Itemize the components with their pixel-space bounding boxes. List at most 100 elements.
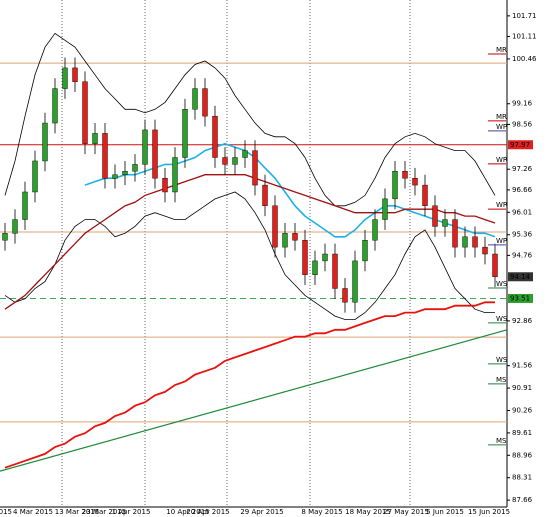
indicator-line bbox=[4, 32, 496, 207]
y-tick-label: 101.71 bbox=[512, 12, 537, 20]
candle-body bbox=[232, 157, 238, 165]
candle-body bbox=[362, 240, 368, 262]
price-box bbox=[508, 272, 533, 282]
candle-body bbox=[492, 253, 498, 277]
candle-body bbox=[412, 177, 418, 186]
candle-body bbox=[432, 205, 438, 227]
price-box bbox=[508, 293, 533, 303]
candle-body bbox=[192, 88, 198, 110]
x-tick-label: 1 Apr 2015 bbox=[112, 508, 151, 516]
period-separators bbox=[61, 0, 411, 507]
x-tick-label: 20 Apr 2015 bbox=[186, 508, 229, 516]
x-tick-label: 23 Mar 2015 bbox=[82, 508, 126, 516]
candle-body bbox=[12, 219, 18, 234]
candle-body bbox=[272, 205, 278, 248]
y-tick-label: 90.26 bbox=[512, 406, 533, 414]
candle-body bbox=[422, 184, 428, 206]
price-box-label: 97.97 bbox=[510, 141, 530, 149]
y-tick-label: 95.36 bbox=[512, 231, 533, 239]
candle-body bbox=[22, 191, 28, 220]
candle-body bbox=[112, 174, 118, 179]
y-tick-label: 99.16 bbox=[512, 100, 533, 108]
candle-body bbox=[122, 171, 128, 175]
candle-body bbox=[242, 150, 248, 158]
candle-body bbox=[162, 177, 168, 193]
candle-body bbox=[152, 129, 158, 179]
x-tick-label: 8 May 2015 bbox=[301, 508, 342, 516]
y-tick-label: 89.61 bbox=[512, 429, 532, 437]
level-label: MS bbox=[496, 376, 507, 384]
x-tick-label: 27 May 2015 bbox=[383, 508, 429, 516]
indicator-line bbox=[4, 191, 495, 320]
x-tick-label: 4 Mar 2015 bbox=[13, 508, 53, 516]
candle-body bbox=[292, 233, 298, 241]
level-label: WR bbox=[496, 201, 508, 209]
candle-body bbox=[92, 133, 98, 144]
candle-body bbox=[52, 88, 58, 124]
candle-body bbox=[332, 253, 338, 289]
candle-body bbox=[392, 171, 398, 200]
candle-body bbox=[32, 160, 38, 193]
x-tick-label: 2015 bbox=[0, 508, 12, 516]
candle-body bbox=[222, 157, 228, 165]
level-label: WR bbox=[496, 156, 508, 164]
candle-body bbox=[282, 233, 288, 248]
level-label: WP bbox=[496, 237, 507, 245]
x-tick-label: 29 Apr 2015 bbox=[240, 508, 283, 516]
candle-body bbox=[202, 88, 208, 117]
y-tick-label: 88.31 bbox=[512, 474, 532, 482]
y-tick-label: 101.11 bbox=[512, 33, 537, 41]
y-tick-label: 97.26 bbox=[512, 165, 533, 173]
x-tick-label: 18 May 2015 bbox=[345, 508, 391, 516]
x-tick-label: 13 Mar 2015 bbox=[55, 508, 99, 516]
x-tick-label: 5 Jun 2015 bbox=[426, 508, 464, 516]
candle-body bbox=[62, 67, 68, 89]
candle-body bbox=[342, 288, 348, 303]
level-label: MR bbox=[496, 46, 507, 54]
y-tick-label: 87.66 bbox=[512, 496, 533, 504]
level-label: WS bbox=[496, 280, 508, 288]
candle-body bbox=[302, 240, 308, 275]
candle-body bbox=[442, 219, 448, 227]
level-label: MR bbox=[496, 113, 507, 121]
candle-body bbox=[402, 171, 408, 179]
candle-body bbox=[182, 109, 188, 158]
y-tick-label: 88.96 bbox=[512, 451, 533, 459]
candle-body bbox=[262, 184, 268, 206]
x-tick-label: 15 Jun 2015 bbox=[468, 508, 510, 516]
candle-body bbox=[82, 81, 88, 144]
y-tick-label: 96.01 bbox=[512, 208, 532, 216]
indicator-line bbox=[4, 301, 495, 469]
candle-body bbox=[482, 246, 488, 255]
x-tick-label: 10 Apr 2015 bbox=[166, 508, 209, 516]
candle-body bbox=[352, 260, 358, 303]
candle-body bbox=[172, 157, 178, 193]
candle-body bbox=[372, 219, 378, 241]
price-box-label: 93.51 bbox=[510, 294, 530, 302]
y-tick-label: 92.86 bbox=[512, 317, 533, 325]
candle-body bbox=[132, 164, 138, 172]
candle-body bbox=[452, 219, 458, 248]
candle-body bbox=[472, 236, 478, 248]
y-tick-label: 98.56 bbox=[512, 120, 533, 128]
candle-body bbox=[312, 260, 318, 275]
level-label: WS bbox=[496, 356, 508, 364]
candle-body bbox=[72, 67, 78, 82]
y-tick-label: 90.91 bbox=[512, 384, 532, 392]
candle-body bbox=[382, 198, 388, 220]
price-box-label: 94.14 bbox=[510, 273, 531, 281]
candle-body bbox=[2, 233, 8, 241]
indicator-line bbox=[4, 174, 496, 310]
candle-body bbox=[212, 115, 218, 158]
level-label: WP bbox=[496, 123, 507, 131]
candle-body bbox=[142, 129, 148, 165]
candle-body bbox=[462, 236, 468, 248]
level-label: WS bbox=[496, 315, 508, 323]
y-tick-label: 96.66 bbox=[512, 186, 533, 194]
price-box bbox=[508, 140, 533, 150]
y-tick-label: 100.46 bbox=[512, 55, 537, 63]
candle-body bbox=[42, 122, 48, 162]
candle-body bbox=[322, 253, 328, 262]
